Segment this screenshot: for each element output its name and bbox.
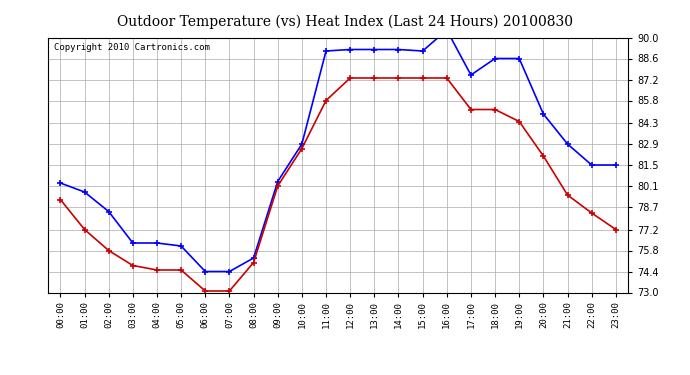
Text: Outdoor Temperature (vs) Heat Index (Last 24 Hours) 20100830: Outdoor Temperature (vs) Heat Index (Las… — [117, 15, 573, 29]
Text: Copyright 2010 Cartronics.com: Copyright 2010 Cartronics.com — [54, 43, 210, 52]
